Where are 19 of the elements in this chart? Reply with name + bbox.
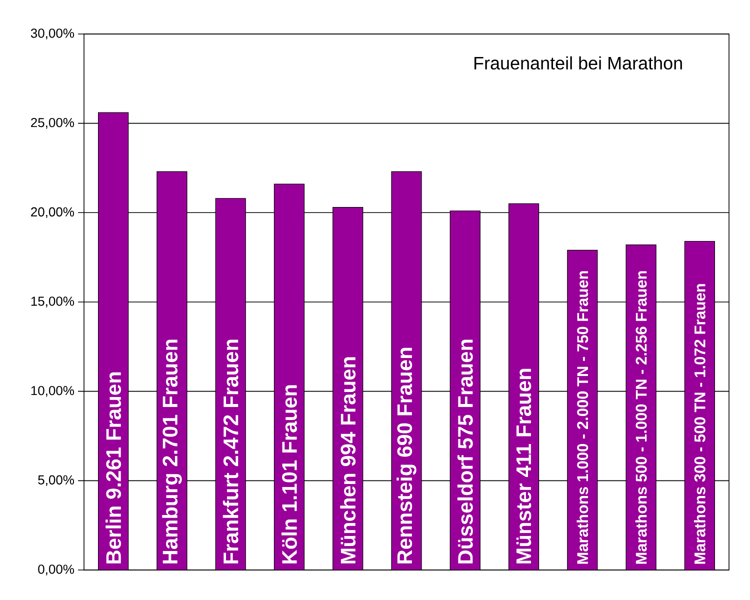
text: Frauenanteil bei Marathon <box>474 56 682 70</box>
x-tick-label: Marathons 300 - 500 TN - 1.072 Frauen <box>694 284 706 564</box>
x-tick-label: Marathons 1.000 - 2.000 TN - 750 Frauen <box>576 271 588 564</box>
x-tick-label: München 994 Frauen <box>340 357 356 564</box>
x-tick-label: Düsseldorf 575 Frauen <box>457 340 473 564</box>
y-tick-label: 30,00% <box>30 28 74 40</box>
x-tick-label: Köln 1.101 Frauen <box>282 385 297 564</box>
y-tick-label: 15,00% <box>31 296 74 308</box>
x-tick-label: Rennsteig 690 Frauen <box>396 348 416 564</box>
x-tick-label: Münster 411 Frauen <box>516 368 532 564</box>
x-tick-label: Hamburg 2.701 Frauen <box>162 340 182 564</box>
y-tick-label: 20,00% <box>31 207 74 218</box>
y-tick-label: 0,00% <box>38 564 74 576</box>
y-tick-label: 5,00% <box>38 475 74 486</box>
y-tick-label: 25,00% <box>31 118 74 129</box>
x-tick-label: Berlin 9.261 Frauen <box>106 372 122 564</box>
x-tick-label: Frankfurt 2.472 Frauen <box>222 340 238 564</box>
x-tick-label: Marathons 500 - 1.000 TN - 2.256 Frauen <box>635 271 647 564</box>
y-tick-label: 10,00% <box>31 386 74 397</box>
